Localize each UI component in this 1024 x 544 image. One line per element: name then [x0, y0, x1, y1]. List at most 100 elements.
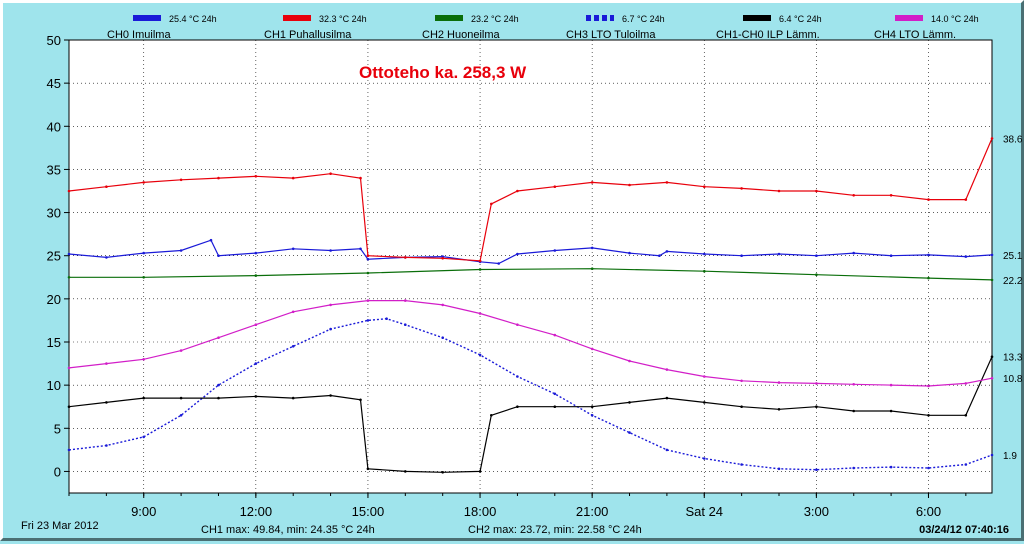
- series-point-4: [329, 394, 332, 397]
- series-point-5: [815, 382, 818, 385]
- series-point-0: [67, 252, 71, 256]
- series-point-3: [179, 414, 183, 417]
- legend-name: CH3 LTO Tuloilma: [566, 29, 656, 41]
- series-point-5: [703, 375, 706, 378]
- series-point-0: [964, 255, 968, 258]
- series-point-1: [478, 259, 482, 263]
- series-point-5: [142, 358, 145, 361]
- series-point-3: [291, 345, 295, 348]
- series-point-1: [441, 257, 445, 260]
- series-point-4: [441, 471, 445, 474]
- right-value-label: 1.9: [1003, 451, 1017, 462]
- series-point-5: [67, 366, 71, 370]
- series-point-3: [964, 463, 968, 466]
- x-tick-label: 21:00: [576, 504, 609, 519]
- right-value-label: 38.6: [1003, 134, 1023, 145]
- series-point-0: [105, 256, 108, 259]
- series-point-3: [254, 362, 258, 365]
- legend-name: CH4 LTO Lämm.: [874, 29, 956, 41]
- series-point-1: [217, 176, 220, 180]
- series-point-5: [927, 384, 930, 388]
- series-point-5: [329, 303, 332, 307]
- series-point-0: [658, 254, 661, 257]
- series-point-3: [217, 383, 220, 387]
- series-point-3: [441, 336, 445, 340]
- series-point-0: [553, 249, 557, 252]
- series-point-3: [385, 317, 388, 321]
- series-point-3: [105, 444, 108, 447]
- series-point-2: [142, 276, 145, 279]
- series-point-5: [740, 379, 743, 383]
- series-point-5: [990, 376, 994, 380]
- series-point-3: [665, 448, 669, 452]
- series-point-2: [254, 274, 258, 277]
- series-point-1: [254, 175, 258, 178]
- series-point-5: [105, 362, 108, 365]
- series-point-0: [217, 254, 220, 257]
- series-point-4: [852, 409, 855, 413]
- series-point-4: [815, 405, 818, 409]
- series-point-4: [404, 470, 407, 473]
- series-point-3: [703, 457, 706, 460]
- series-point-0: [703, 252, 706, 256]
- series-point-5: [665, 368, 669, 371]
- series-point-3: [553, 392, 557, 396]
- series-point-3: [67, 448, 71, 452]
- annotation: Ottoteho ka. 258,3 W: [359, 63, 527, 82]
- start-date: Fri 23 Mar 2012: [21, 520, 99, 532]
- series-point-0: [990, 253, 994, 257]
- series-point-4: [990, 355, 994, 359]
- series-point-0: [142, 251, 145, 255]
- series-point-4: [366, 467, 370, 471]
- series-point-0: [628, 251, 631, 255]
- x-tick-label: 9:00: [131, 504, 156, 519]
- series-point-2: [366, 271, 370, 275]
- series-point-3: [889, 465, 893, 469]
- y-tick-label: 15: [47, 335, 61, 350]
- series-point-3: [740, 463, 743, 466]
- series-point-1: [927, 198, 930, 201]
- series-point-0: [209, 238, 213, 242]
- series-point-4: [553, 405, 557, 409]
- series-point-0: [852, 251, 855, 255]
- series-point-5: [628, 359, 631, 363]
- series-point-0: [927, 253, 930, 257]
- series-point-3: [329, 327, 332, 331]
- series-line-0: [68, 239, 993, 265]
- y-tick-label: 0: [54, 464, 61, 479]
- x-tick-label: Sat 24: [685, 504, 723, 519]
- series-point-4: [142, 396, 145, 400]
- series-point-4: [703, 401, 706, 404]
- series-point-2: [67, 276, 71, 279]
- series-point-1: [329, 172, 332, 175]
- series-line-2: [69, 268, 993, 281]
- series-point-4: [217, 396, 220, 400]
- series-point-3: [628, 431, 631, 434]
- right-value-label: 22.2: [1003, 276, 1023, 287]
- series-point-1: [516, 189, 519, 193]
- right-value-labels: 38.6 25.1 22.2 13.3 10.8 1.9: [1003, 134, 1023, 462]
- series-point-4: [254, 395, 258, 398]
- legend-name: CH2 Huoneilma: [422, 29, 501, 41]
- series-point-1: [889, 194, 893, 197]
- series-point-4: [291, 396, 295, 400]
- series-point-1: [852, 194, 855, 197]
- series-point-3: [478, 353, 482, 357]
- x-tick-label: 6:00: [916, 504, 941, 519]
- series-point-5: [516, 323, 519, 327]
- series-point-4: [105, 401, 108, 404]
- series-point-0: [359, 247, 362, 251]
- series-point-2: [990, 278, 994, 282]
- series-point-2: [590, 267, 594, 271]
- series-point-5: [366, 299, 370, 302]
- series-point-1: [990, 137, 994, 140]
- legend-value: 23.2 °C 24h: [471, 14, 519, 24]
- series-point-4: [964, 414, 968, 417]
- series-point-4: [777, 408, 781, 411]
- x-tick-label: 18:00: [464, 504, 497, 519]
- y-tick-label: 25: [47, 249, 61, 264]
- series-point-0: [516, 252, 519, 256]
- series-point-2: [815, 273, 818, 277]
- series-point-4: [516, 405, 519, 409]
